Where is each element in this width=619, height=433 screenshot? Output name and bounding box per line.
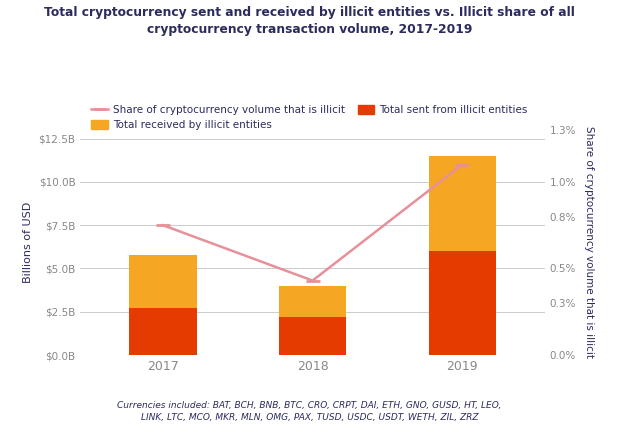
Y-axis label: Share of cryptocurrency volume that is illicit: Share of cryptocurrency volume that is i… bbox=[584, 126, 594, 359]
Bar bbox=[429, 156, 496, 251]
Bar bbox=[279, 286, 346, 317]
Bar bbox=[129, 308, 197, 355]
Bar bbox=[429, 251, 496, 355]
Bar bbox=[279, 317, 346, 355]
Legend: Share of cryptocurrency volume that is illicit, Total received by illicit entiti: Share of cryptocurrency volume that is i… bbox=[91, 105, 528, 130]
Y-axis label: Billions of USD: Billions of USD bbox=[23, 202, 33, 283]
Text: Total cryptocurrency sent and received by illicit entities vs. Illicit share of : Total cryptocurrency sent and received b… bbox=[44, 6, 575, 36]
Bar bbox=[129, 255, 197, 308]
Text: Currencies included: BAT, BCH, BNB, BTC, CRO, CRPT, DAI, ETH, GNO, GUSD, HT, LEO: Currencies included: BAT, BCH, BNB, BTC,… bbox=[118, 401, 501, 422]
